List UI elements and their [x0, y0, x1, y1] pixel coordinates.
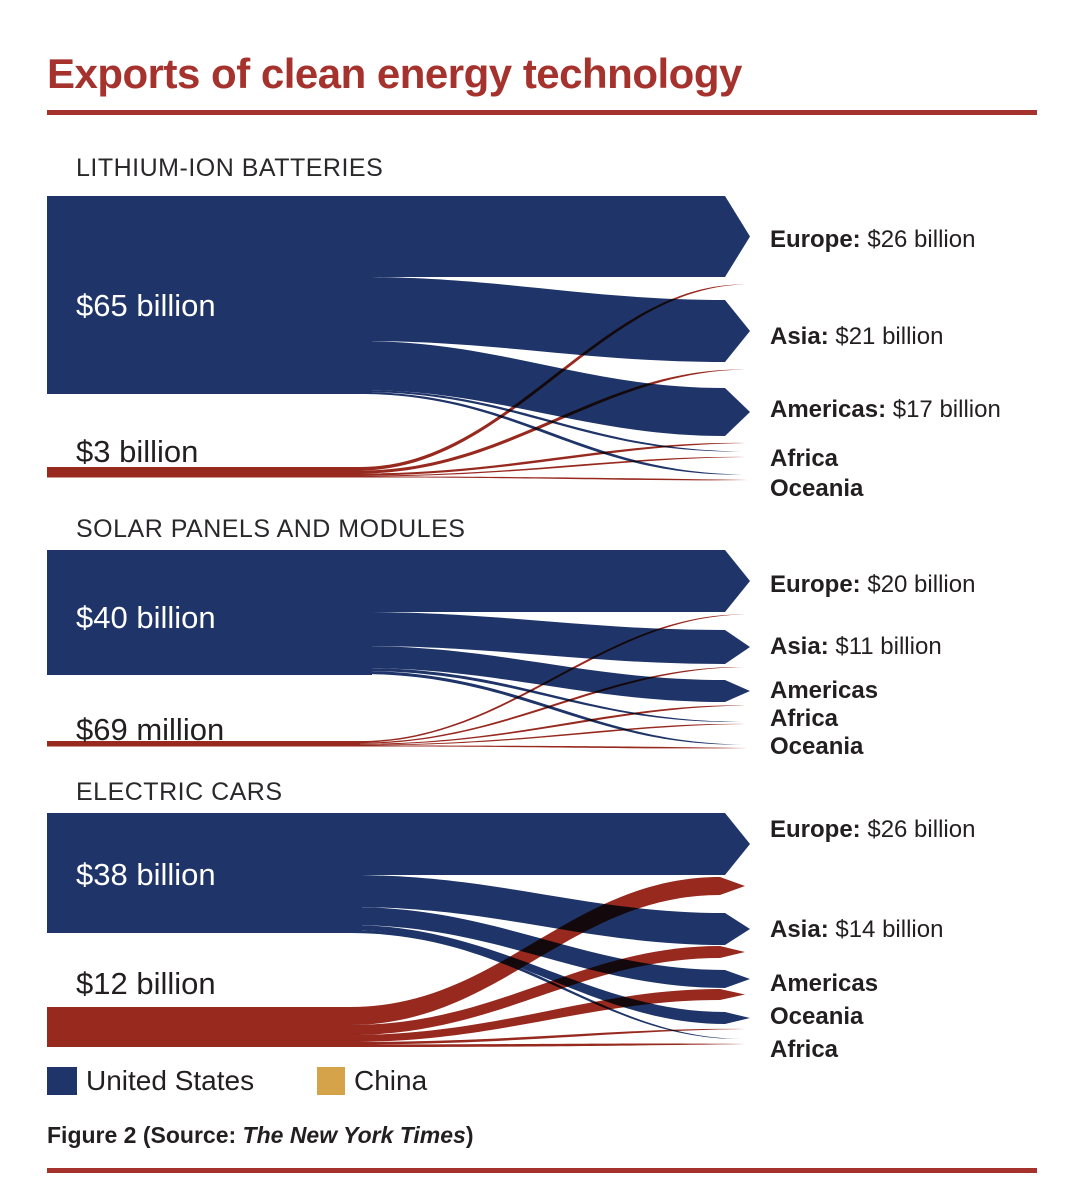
dest-label-oceania: Oceania	[770, 1003, 864, 1030]
legend-item-united-states: United States	[47, 1065, 254, 1097]
dest-label-americas: Americas: $17 billion	[770, 396, 1001, 423]
flow-us-asia	[360, 612, 750, 664]
legend-swatch-china	[317, 1067, 345, 1095]
flow-china-europe	[360, 284, 745, 471]
page-title: Exports of clean energy technology	[47, 50, 742, 97]
node-value-us-lithium: $65 billion	[76, 288, 216, 323]
node-value-china-lithium: $3 billion	[76, 434, 199, 469]
china-flows-cars	[47, 877, 745, 1047]
flow-us-europe	[350, 813, 750, 875]
section-title-solar: SOLAR PANELS AND MODULES	[76, 515, 466, 543]
flow-china-americas	[360, 442, 745, 476]
node-us-lithium	[47, 196, 372, 394]
dest-label-americas: Americas	[770, 970, 879, 997]
caption-suffix: )	[465, 1122, 474, 1148]
flow-us-americas	[360, 646, 750, 702]
dest-label-africa: Africa	[770, 1036, 839, 1063]
dest-label-africa: Africa	[770, 445, 839, 472]
dest-label-africa: Africa	[770, 705, 839, 732]
dest-label-europe: Europe: $20 billion	[770, 571, 976, 598]
dest-label-europe: Europe: $26 billion	[770, 816, 976, 843]
flow-china-asia	[360, 666, 745, 744]
flow-us-asia	[350, 875, 750, 945]
flow-us-africa	[360, 668, 742, 723]
us-flows-solar	[47, 550, 750, 745]
node-us-cars	[47, 813, 362, 933]
dest-label-asia: Asia: $14 billion	[770, 916, 944, 943]
sankey-electric-cars-svg	[47, 813, 750, 1047]
dest-label-asia: Asia: $21 billion	[770, 323, 944, 350]
section-title-lithium: LITHIUM-ION BATTERIES	[76, 154, 384, 182]
flow-china-asia	[350, 946, 745, 1035]
node-value-us-cars: $38 billion	[76, 857, 216, 892]
flow-us-americas	[360, 341, 750, 436]
section-title-electric-cars: ELECTRIC CARS	[76, 778, 283, 806]
dest-label-europe: Europe: $26 billion	[770, 226, 976, 253]
flow-us-europe	[360, 196, 750, 277]
us-flows-lithium	[47, 196, 750, 475]
caption-source: The New York Times	[242, 1122, 466, 1148]
us-flows-cars	[47, 813, 750, 1040]
legend-swatch-united-states	[47, 1067, 77, 1095]
flow-china-asia	[360, 369, 745, 474]
figure-caption: Figure 2 (Source: The New York Times)	[47, 1122, 474, 1149]
caption-prefix: Figure 2 (Source:	[47, 1122, 243, 1148]
flow-china-europe	[360, 614, 745, 743]
node-china-solar	[47, 741, 360, 747]
flow-china-europe	[350, 877, 745, 1025]
flow-us-oceania	[350, 925, 750, 1024]
flow-us-asia	[360, 277, 750, 362]
legend-label-china: China	[354, 1065, 428, 1096]
node-us-solar	[47, 550, 372, 675]
node-china-lithium	[47, 467, 360, 478]
sankey-lithium-svg	[47, 196, 750, 481]
dest-label-oceania: Oceania	[770, 733, 864, 760]
flow-us-oceania	[360, 671, 742, 745]
legend-label-united-states: United States	[86, 1065, 255, 1096]
node-china-cars	[47, 1007, 350, 1047]
flow-china-oceania	[360, 745, 748, 749]
flow-china-oceania	[360, 476, 748, 481]
node-value-china-solar: $69 million	[76, 712, 225, 747]
node-value-china-cars: $12 billion	[76, 966, 216, 1001]
flow-us-oceania	[360, 392, 742, 475]
flow-china-africa	[350, 1043, 745, 1047]
dest-label-asia: Asia: $11 billion	[770, 633, 942, 660]
china-flows-lithium	[47, 284, 748, 481]
flow-china-americas	[350, 989, 745, 1042]
bottom-rule	[47, 1168, 1037, 1173]
legend-item-china: China	[317, 1065, 427, 1097]
china-flows-solar	[47, 614, 748, 749]
flow-us-europe	[360, 550, 750, 612]
dest-label-americas: Americas	[770, 677, 879, 704]
flow-china-oceania	[350, 1028, 745, 1045]
title-divider-rule	[47, 110, 1037, 115]
node-value-us-solar: $40 billion	[76, 600, 216, 635]
sankey-solar-svg	[47, 550, 750, 749]
dest-label-oceania: Oceania	[770, 475, 864, 502]
